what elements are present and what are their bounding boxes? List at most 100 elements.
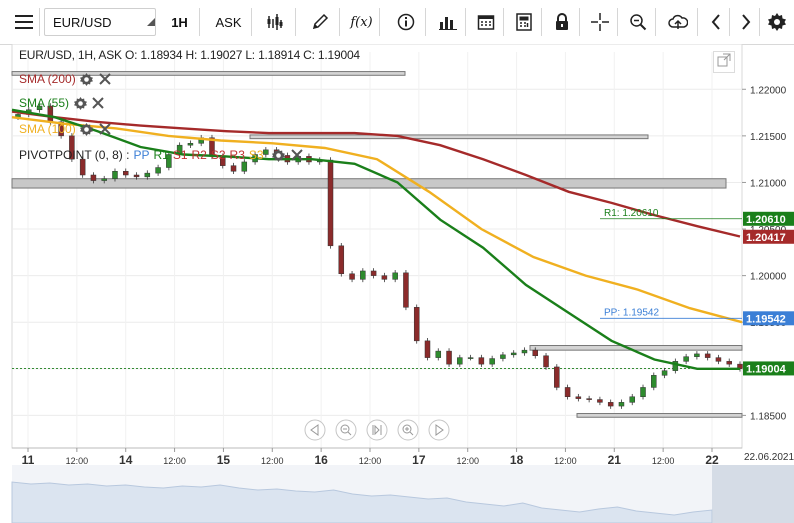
candle-body — [640, 387, 646, 398]
candle-body — [133, 174, 140, 178]
candle-body — [629, 396, 635, 403]
zoom-out-icon[interactable] — [335, 419, 357, 441]
next-button[interactable] — [732, 8, 760, 36]
upload-button[interactable] — [658, 8, 698, 36]
crosshair-button[interactable] — [582, 8, 618, 36]
candle-body — [155, 167, 161, 174]
magnifier-handle — [347, 431, 352, 436]
y-tick-label: 1.21500 — [750, 132, 787, 143]
candle-body — [564, 387, 571, 398]
indicator-pivotpoint[interactable]: PIVOTPOINT (0, 8) : PP R1 S1 R2 S2 R3 S3 — [19, 148, 304, 162]
gear-icon[interactable] — [73, 96, 87, 110]
calendar-icon — [477, 13, 495, 31]
annotations: R1: 1.20610 PP: 1.19542 — [600, 208, 742, 319]
series-line — [11, 116, 743, 324]
candle-body — [413, 307, 420, 342]
prev-button[interactable] — [702, 8, 730, 36]
chart-type-button[interactable] — [256, 8, 296, 36]
candle-body — [241, 161, 248, 172]
x-tick-label: 22 — [705, 453, 719, 467]
close-icon[interactable] — [98, 72, 112, 86]
close-icon[interactable] — [91, 96, 105, 110]
indicator-sma-100[interactable]: SMA (100) — [19, 122, 112, 136]
candle-body — [123, 171, 129, 176]
reset-view-icon[interactable] — [366, 419, 388, 441]
indicator-label: PIVOTPOINT (0, 8) : — [19, 148, 130, 162]
info-button[interactable] — [386, 8, 426, 36]
candle-body — [672, 361, 679, 371]
x-tick-label: 12:00 — [359, 456, 382, 466]
calendar-button[interactable] — [468, 8, 504, 36]
symbol-select[interactable]: EUR/USD — [44, 8, 156, 36]
annotation-label: PP: 1.19542 — [604, 307, 659, 318]
price-label-box — [743, 311, 794, 326]
close-icon[interactable] — [290, 148, 304, 162]
x-tick-label: 21 — [608, 453, 622, 467]
pivot-legend-item: S2 — [210, 148, 226, 162]
calculator-button[interactable] — [506, 8, 542, 36]
scroll-left-icon[interactable] — [304, 419, 326, 441]
x-axis: 11 12:00 14 12:00 15 12:00 16 12:00 17 12:00 18 12:… — [12, 447, 742, 467]
y-tick-label: 1.21000 — [750, 178, 787, 189]
bar-chart-icon — [438, 14, 457, 30]
candle-body — [554, 366, 560, 388]
candle-body — [521, 349, 528, 354]
arrow-right-glyph — [435, 424, 444, 436]
indicator-button[interactable] — [430, 8, 466, 36]
candle-body — [36, 105, 43, 111]
pencil-icon — [311, 13, 329, 31]
series-line — [11, 108, 740, 370]
dropdown-icon — [147, 18, 155, 26]
pivot-legend: PP R1 S1 R2 S2 R3 S3 — [133, 148, 267, 162]
candle-body — [510, 352, 517, 356]
gear-icon[interactable] — [80, 72, 94, 86]
gear-icon[interactable] — [272, 148, 286, 162]
candle-body — [144, 172, 151, 178]
y-tick-label: 1.22000 — [750, 85, 787, 96]
candle-body — [327, 159, 334, 247]
hamburger-icon — [14, 15, 33, 29]
candle-body — [478, 357, 485, 365]
candle-body — [166, 154, 172, 168]
x-tick-label: 16 — [314, 453, 328, 467]
magnifier-handle — [409, 431, 414, 436]
candle-body — [726, 361, 732, 365]
price-chart[interactable]: R1: 1.20610 PP: 1.19542 1.22000 1.21500 1.2… — [0, 44, 794, 523]
indicator-sma-55[interactable]: SMA (55) — [19, 96, 105, 110]
x-tick-label: 12:00 — [554, 456, 577, 466]
pivot-zone — [576, 413, 743, 418]
gear-icon[interactable] — [80, 122, 94, 136]
prev-icon — [711, 14, 721, 30]
price-type-button[interactable]: ASK — [206, 8, 252, 36]
pivot-zones — [11, 71, 743, 418]
indicator-sma-200[interactable]: SMA (200) — [19, 72, 112, 86]
close-icon[interactable] — [98, 122, 112, 136]
price-label: 1.19004 — [746, 363, 787, 375]
symbol-value: EUR/USD — [53, 14, 112, 30]
candle-body — [467, 357, 474, 359]
x-tick-label: 12:00 — [163, 456, 186, 466]
timeframe-button[interactable]: 1H — [160, 8, 200, 36]
candle-body — [715, 357, 722, 362]
timeframe-label: 1H — [171, 14, 188, 30]
lock-button[interactable] — [544, 8, 580, 36]
annotation-label: R1: 1.20610 — [604, 208, 659, 219]
function-button[interactable]: f(x) — [344, 8, 380, 36]
y-tick-label: 1.18500 — [750, 411, 787, 422]
x-tick-label: 12:00 — [66, 456, 89, 466]
zoom-in-icon[interactable] — [397, 419, 419, 441]
zoom-button[interactable] — [620, 8, 656, 36]
arrow-left-glyph — [310, 424, 319, 436]
menu-button[interactable] — [8, 8, 40, 36]
gear-icon — [768, 13, 786, 31]
pivot-zone — [11, 71, 406, 76]
scroll-right-icon[interactable] — [428, 419, 450, 441]
expand-button[interactable] — [713, 51, 735, 73]
x-tick-label: 17 — [412, 453, 426, 467]
pivot-zone — [11, 178, 727, 189]
function-icon: f(x) — [350, 14, 373, 30]
chart-area[interactable]: R1: 1.20610 PP: 1.19542 1.22000 1.21500 1.2… — [0, 44, 794, 523]
x-tick-label: 15 — [217, 453, 231, 467]
settings-button[interactable] — [764, 8, 790, 36]
draw-button[interactable] — [300, 8, 340, 36]
